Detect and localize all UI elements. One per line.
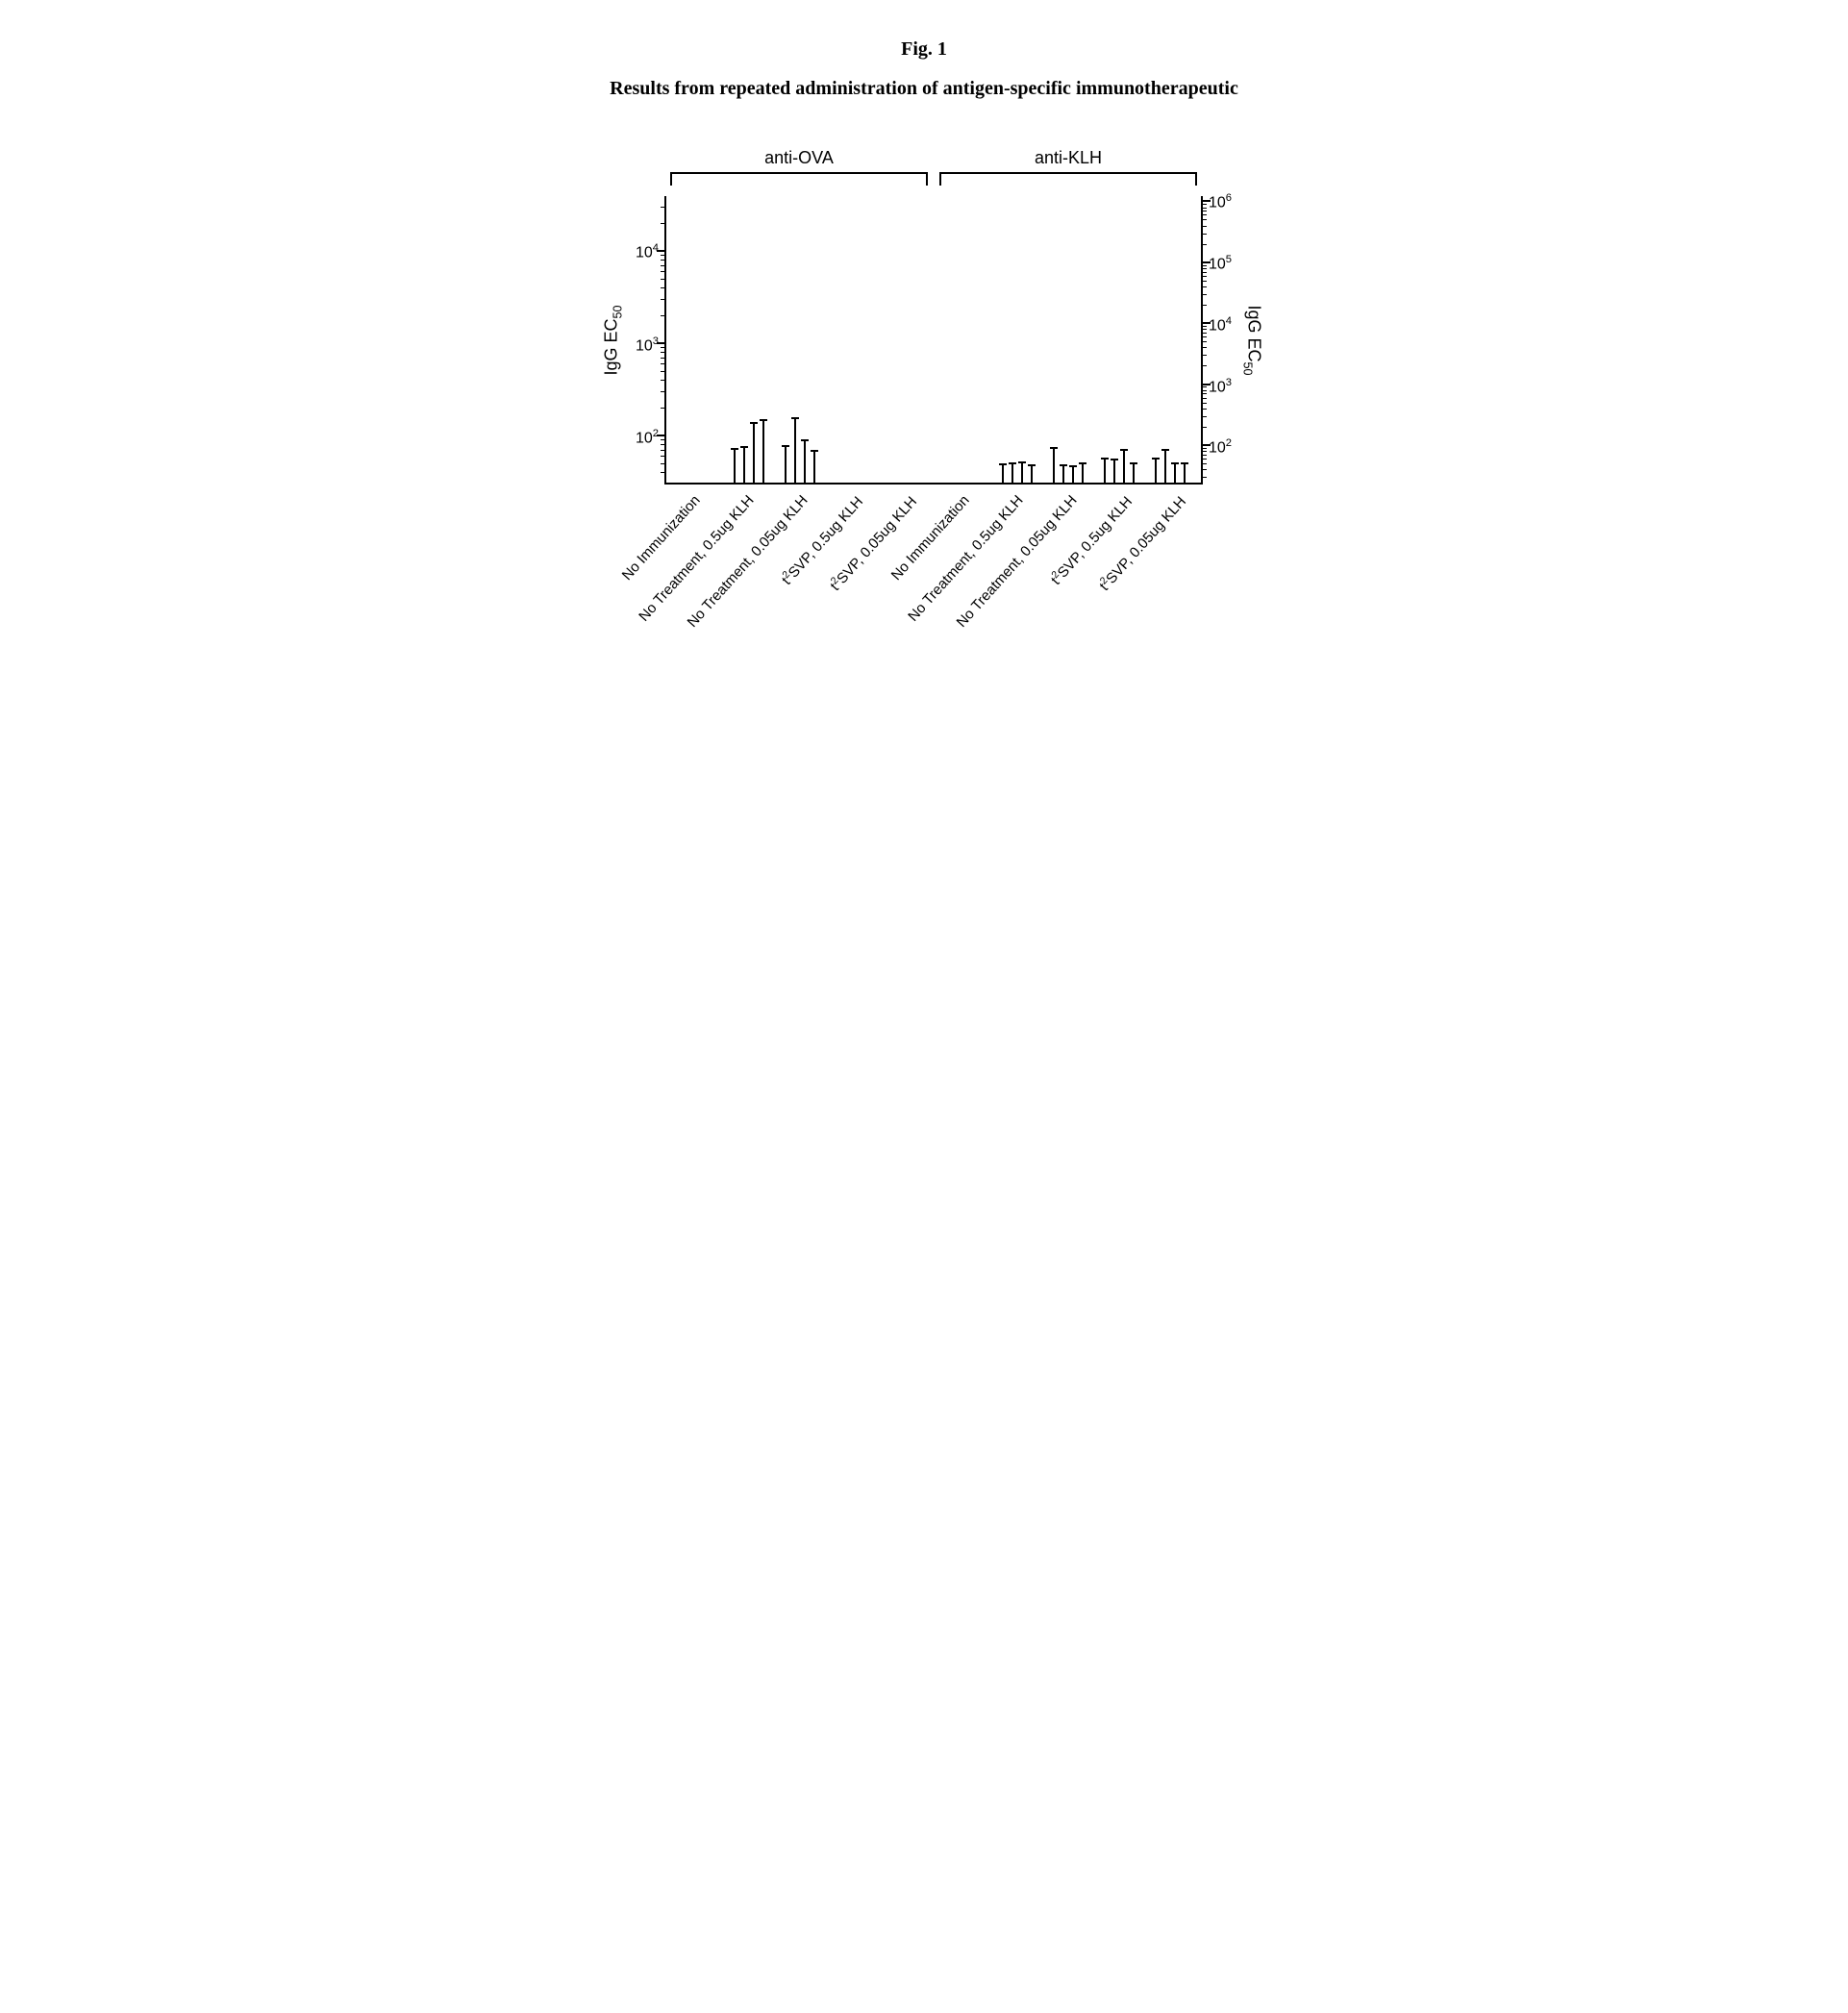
x-panel: No ImmunizationNo Treatment, 0.5ug KLHNo… <box>664 485 934 754</box>
error-bar <box>1053 447 1055 483</box>
y-tick-label: 103 <box>636 336 659 355</box>
x-group: No Treatment, 0.5ug KLH <box>987 485 1041 754</box>
error-bar <box>813 450 815 483</box>
x-group: t2SVP, 0.5ug KLH <box>826 485 880 754</box>
panel-headers: anti-OVAanti-KLH <box>664 148 1203 196</box>
x-group: No Treatment, 0.05ug KLH <box>772 485 826 754</box>
plot-row: IgG EC50 102 103 104 IgG EC50 102 103 104 105… <box>578 196 1270 485</box>
error-bar <box>1031 464 1033 483</box>
panel-header-label: anti-OVA <box>664 148 934 168</box>
error-bar <box>1155 458 1157 483</box>
x-panel: No ImmunizationNo Treatment, 0.5ug KLHNo… <box>934 485 1203 754</box>
error-bar <box>1104 458 1106 483</box>
y-tick-label: 103 <box>1209 377 1232 396</box>
error-bar <box>794 417 796 483</box>
error-bar <box>804 439 806 483</box>
error-bar <box>734 448 736 483</box>
panel-bracket <box>670 172 928 186</box>
x-axis-labels: No ImmunizationNo Treatment, 0.5ug KLHNo… <box>664 485 1203 754</box>
y-axis-left: IgG EC50 102 103 104 <box>578 196 664 485</box>
error-bar <box>1011 462 1013 483</box>
x-group: No Treatment, 0.5ug KLH <box>718 485 772 754</box>
error-bar <box>1002 463 1004 484</box>
y-tick-label: 102 <box>636 428 659 447</box>
y-tick-label: 104 <box>1209 315 1232 335</box>
y-tick-label: 105 <box>1209 254 1232 273</box>
panel-bracket <box>939 172 1197 186</box>
error-bar <box>743 446 745 484</box>
error-bar <box>1184 462 1186 483</box>
error-bar <box>1164 449 1166 483</box>
error-bar <box>1113 459 1115 483</box>
error-bar <box>753 422 755 483</box>
panel-header: anti-KLH <box>934 148 1203 186</box>
x-group: t2SVP, 0.5ug KLH <box>1095 485 1149 754</box>
y-axis-right-title: IgG EC50 <box>1241 305 1264 375</box>
error-bar <box>762 419 764 483</box>
error-bar <box>1133 462 1135 483</box>
error-bar <box>1072 465 1074 483</box>
y-tick-label: 104 <box>636 242 659 261</box>
x-group: t2SVP, 0.05ug KLH <box>1149 485 1203 754</box>
error-bar <box>1082 462 1084 483</box>
error-bar <box>1174 462 1176 483</box>
error-bar <box>1123 449 1125 483</box>
x-group: t2SVP, 0.05ug KLH <box>880 485 934 754</box>
error-bar <box>785 445 787 483</box>
panel-anti-ova <box>666 196 934 483</box>
y-axis-left-title: IgG EC50 <box>602 305 625 375</box>
x-group: No Treatment, 0.05ug KLH <box>1041 485 1095 754</box>
y-tick-label: 102 <box>1209 438 1232 458</box>
panel-anti-klh <box>934 196 1201 483</box>
chart: anti-OVAanti-KLH IgG EC50 102 103 104 IgG … <box>578 148 1270 754</box>
panel-header-label: anti-KLH <box>934 148 1203 168</box>
panel-header: anti-OVA <box>664 148 934 186</box>
y-tick-label: 106 <box>1209 192 1232 211</box>
figure-title: Results from repeated administration of … <box>491 78 1357 100</box>
error-bar <box>1021 461 1023 483</box>
figure-label: Fig. 1 <box>491 38 1357 61</box>
error-bar <box>1062 464 1064 483</box>
y-axis-right: IgG EC50 102103104105106 <box>1203 196 1270 485</box>
plot-area <box>664 196 1203 485</box>
figure-page: Fig. 1 Results from repeated administrat… <box>491 38 1357 754</box>
